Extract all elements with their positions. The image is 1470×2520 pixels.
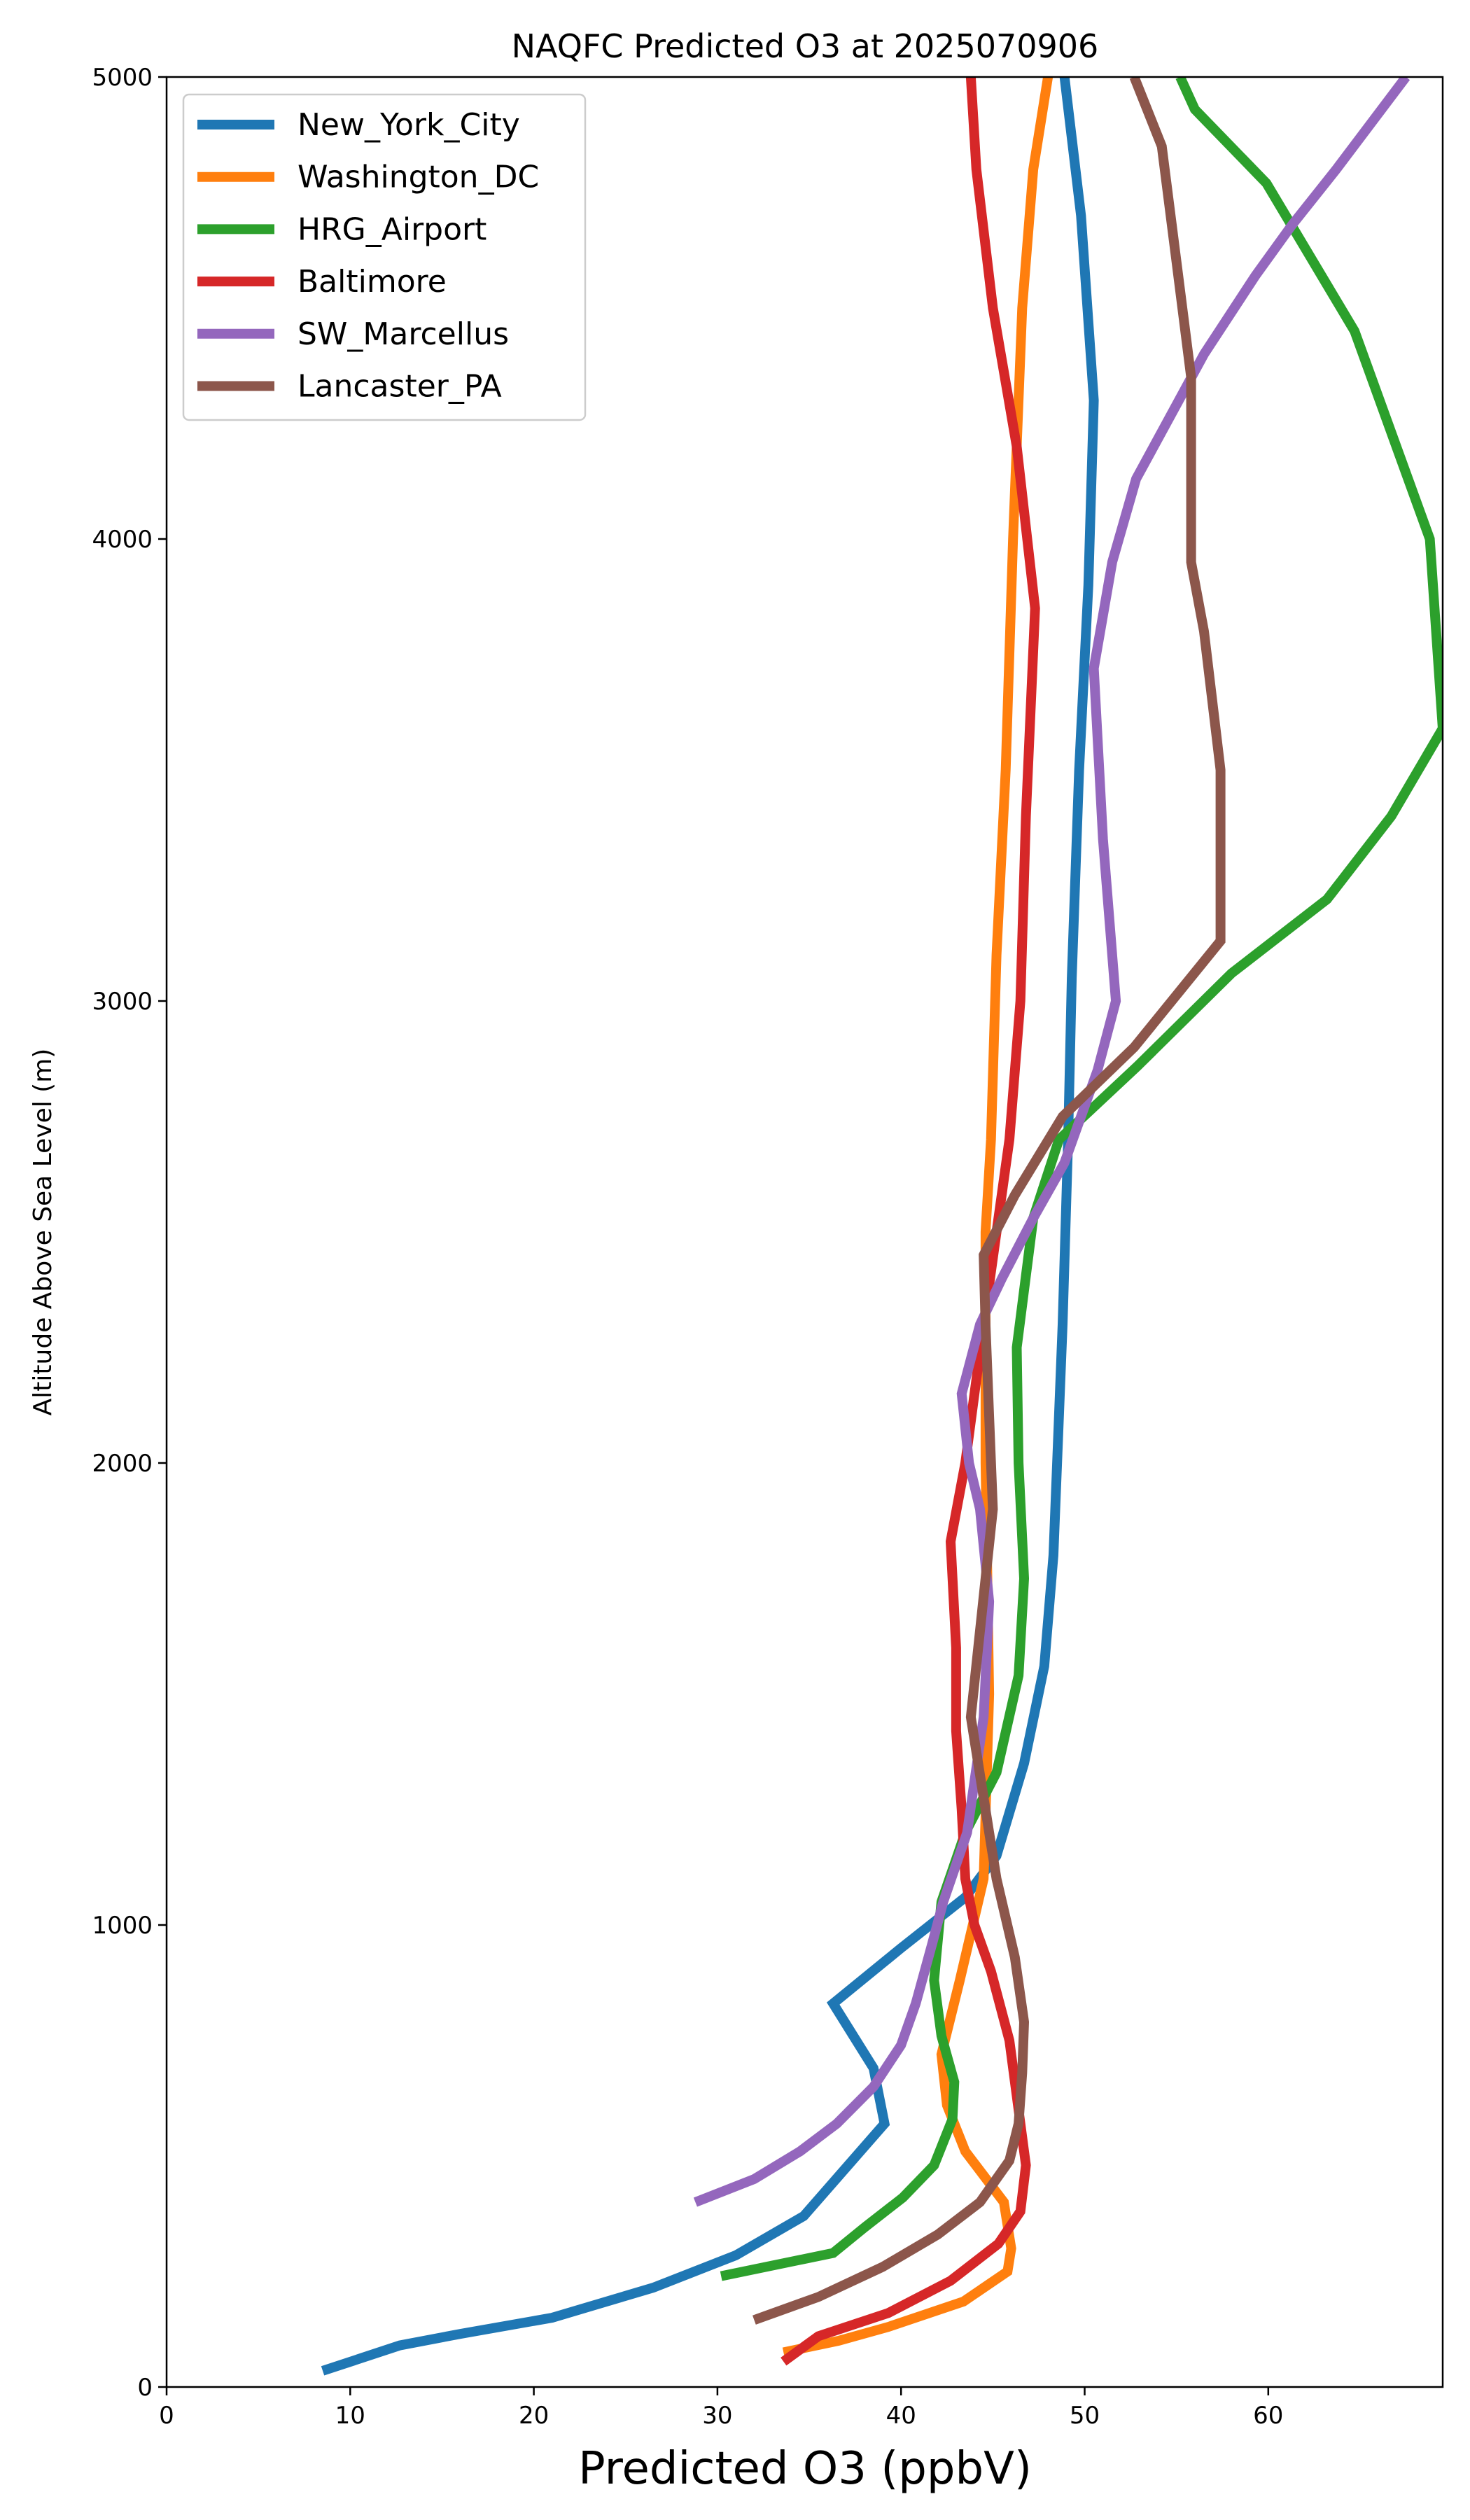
- legend-label: HRG_Airport: [298, 211, 486, 247]
- series-layer: [321, 77, 1443, 2376]
- x-tick-label: 50: [1070, 2402, 1100, 2430]
- series-line-lancaster-pa: [752, 77, 1226, 2325]
- x-tick-label: 10: [335, 2402, 365, 2430]
- plot-frame: [165, 76, 1444, 2388]
- y-axis-title: Altitude Above Sea Level (m): [29, 1049, 57, 1416]
- legend-label: Baltimore: [298, 264, 447, 300]
- y-tick-label: 1000: [92, 1912, 153, 1940]
- legend-label: Washington_DC: [298, 160, 539, 195]
- legend-label: Lancaster_PA: [298, 369, 502, 405]
- x-tick-label: 30: [702, 2402, 732, 2430]
- y-tick-label: 2000: [92, 1450, 153, 1478]
- y-tick-label: 3000: [92, 988, 153, 1016]
- x-tick-label: 20: [519, 2402, 549, 2430]
- legend-label: SW_Marcellus: [298, 316, 509, 352]
- x-axis-ticks: 0 10 20 30 40 50 60: [159, 2387, 1283, 2430]
- y-tick-label: 0: [137, 2374, 153, 2402]
- series-line-sw-marcellus: [693, 77, 1410, 2207]
- x-tick-label: 0: [159, 2402, 174, 2430]
- series-line-hrg-airport: [720, 77, 1443, 2281]
- y-tick-label: 4000: [92, 526, 153, 554]
- chart-title: NAQFC Predicted O3 at 2025070906: [512, 27, 1099, 65]
- legend: New_York_City Washington_DC HRG_Airport Bal…: [182, 93, 587, 421]
- y-axis-ticks: 0 1000 2000 3000 4000 5000: [92, 64, 167, 2402]
- x-tick-label: 40: [886, 2402, 916, 2430]
- legend-box: [182, 93, 587, 421]
- legend-label: New_York_City: [298, 107, 520, 143]
- x-axis-title: Predicted O3 (ppbV): [578, 2443, 1032, 2495]
- series-line-baltimore: [780, 77, 1040, 2366]
- x-tick-label: 60: [1253, 2402, 1283, 2430]
- y-tick-label: 5000: [92, 64, 153, 92]
